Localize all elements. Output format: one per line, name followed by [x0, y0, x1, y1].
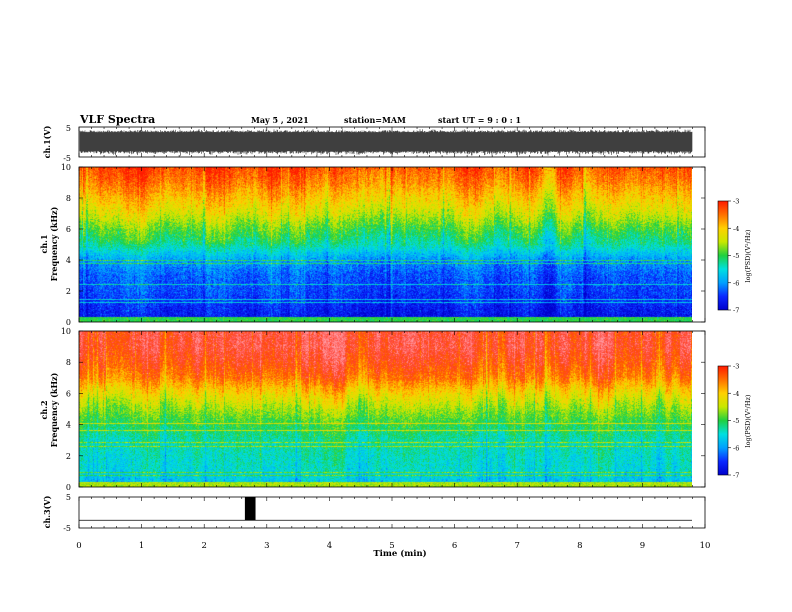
y-tick-label: 0 [66, 318, 71, 327]
colorbar-tick-label: -6 [733, 279, 739, 287]
colorbar-tick-label: -3 [733, 363, 739, 371]
x-axis-tick-labels: 0 1 2 3 4 5 6 7 8 9 10 [76, 541, 710, 551]
colorbar-tick-label: -4 [733, 225, 739, 233]
x-tick-label: 3 [264, 541, 269, 551]
start-time-label: start UT = 9 : 0 : 1 [438, 115, 521, 125]
ch2-colorbar-ticks: -3 -4 -5 -6 -7 [728, 363, 739, 480]
ch3-trace-ticks [78, 497, 706, 528]
date-label: May 5 , 2021 [251, 115, 309, 125]
ch2-colorbar: -3 -4 -5 -6 -7 log(PSD)(V²/Hz) [717, 363, 752, 480]
ch2-ylabel-frequency: Frequency (kHz) [49, 372, 59, 447]
ch1-ylabel: ch.1(V) [42, 125, 52, 158]
y-tick-label: 2 [66, 452, 71, 461]
ch1-colorbar-label: log(PSD)(V²/Hz) [744, 229, 752, 282]
ch1-ytick-top: 5 [66, 124, 71, 133]
x-tick-label: 2 [201, 541, 206, 551]
colorbar-tick-label: -7 [733, 472, 739, 480]
y-tick-label: 8 [66, 358, 71, 367]
colorbar-tick-label: -5 [733, 417, 739, 425]
colorbar-tick-label: -6 [733, 444, 739, 452]
y-tick-label: 0 [66, 483, 71, 492]
x-tick-label: 9 [640, 541, 645, 551]
y-tick-label: 6 [66, 225, 71, 234]
ch1-ylabel-frequency: Frequency (kHz) [49, 206, 59, 281]
station-label: station=MAM [344, 115, 406, 125]
y-tick-label: 4 [66, 256, 71, 265]
ch1-waveform-ticks [78, 127, 706, 157]
x-tick-label: 8 [577, 541, 582, 551]
ch2-spectrogram-image [79, 331, 692, 487]
y-tick-label: 2 [66, 287, 71, 296]
ch3-ytick-bottom: -5 [63, 524, 71, 533]
ch2-ylabel-channel: ch.2 [39, 400, 49, 419]
ch2-spectrogram-ticks [78, 331, 706, 487]
y-tick-label: 10 [61, 327, 71, 336]
ch2-spectrogram-yticklabels: 10 8 6 4 2 0 [61, 327, 705, 492]
x-tick-label: 6 [452, 541, 457, 551]
colorbar-tick-label: -4 [733, 390, 739, 398]
colorbar-tick-label: -3 [733, 198, 739, 206]
ch2-colorbar-label: log(PSD)(V²/Hz) [744, 394, 752, 447]
ch3-trace [79, 497, 692, 521]
x-tick-label: 10 [700, 541, 711, 551]
x-tick-label: 0 [76, 541, 81, 551]
colorbar-tick-label: -7 [733, 307, 739, 315]
ch2-spectrogram-panel: 10 8 6 4 2 0 ch.2 Frequency (kHz) -3 -4 -5 -6 -7 … [39, 327, 752, 492]
x-tick-label: 5 [389, 541, 394, 551]
ch1-spectrogram-image [79, 167, 692, 322]
ch3-trace-panel: 5 -5 ch.3(V) [42, 493, 706, 533]
figure-title: VLF Spectra [79, 113, 155, 126]
ch3-ylabel: ch.3(V) [42, 495, 52, 528]
y-tick-label: 6 [66, 389, 71, 398]
ch1-ytick-bottom: -5 [63, 154, 71, 163]
y-tick-label: 8 [66, 194, 71, 203]
x-axis-label: Time (min) [373, 548, 426, 559]
ch1-spectrogram-yticklabels: 10 8 6 4 2 0 [61, 163, 705, 327]
x-tick-label: 4 [327, 541, 332, 551]
ch1-colorbar: -3 -4 -5 -6 -7 log(PSD)(V²/Hz) [717, 198, 752, 315]
x-tick-label: 1 [139, 541, 144, 551]
colorbar-tick-label: -5 [733, 252, 739, 260]
ch1-spectrogram-panel: 10 8 6 4 2 0 ch.1 Frequency (kHz) -3 -4 -5 -6 -7 … [39, 163, 752, 327]
ch1-colorbar-ticks: -3 -4 -5 -6 -7 [728, 198, 739, 315]
x-tick-label: 7 [514, 541, 519, 551]
ch1-spectrogram-ticks [78, 167, 706, 322]
ch1-waveform-path [79, 129, 693, 156]
ch3-ytick-top: 5 [66, 493, 71, 502]
y-tick-label: 4 [66, 421, 71, 430]
ch1-ylabel-channel: ch.1 [39, 234, 49, 253]
y-tick-label: 10 [61, 163, 71, 172]
ch1-waveform-panel: 5 -5 ch.1(V) [42, 124, 706, 163]
ch1-waveform-trace [79, 129, 693, 156]
ch3-pulse [244, 497, 256, 521]
